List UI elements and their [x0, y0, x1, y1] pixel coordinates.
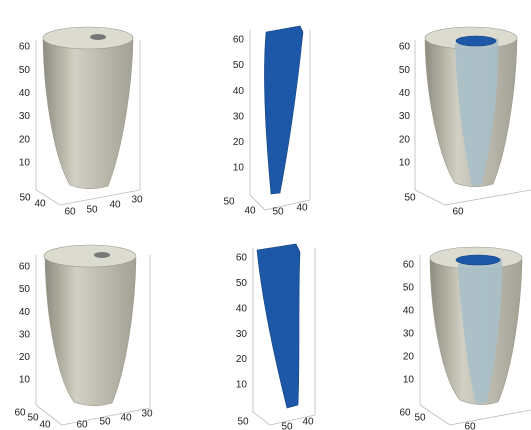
z-tick-label: 60 — [19, 262, 31, 273]
bottom-tick-label: 30 — [131, 195, 143, 206]
z-tick-label: 50 — [236, 278, 248, 289]
blue-top — [455, 35, 497, 47]
axis-box — [252, 248, 316, 426]
z-tick-label: 20 — [399, 134, 411, 145]
blue-top — [455, 254, 501, 266]
bottom-tick-label: 50 — [404, 193, 416, 204]
bottom-tick-label: 50 — [414, 413, 426, 424]
bottom-tick-label: 50 — [237, 417, 249, 428]
solid-shape — [44, 257, 137, 407]
z-tick-label: 40 — [19, 307, 31, 318]
z-tick-label: 50 — [403, 283, 415, 294]
z-tick-label: 10 — [399, 158, 411, 169]
cut-section — [455, 38, 499, 186]
axis-box — [35, 255, 151, 426]
z-tick-label: 30 — [236, 329, 248, 340]
z-tick-label: 60 — [403, 260, 415, 271]
z-tick-label: 20 — [403, 352, 415, 363]
axis-box — [419, 255, 531, 426]
bottom-tick-label: 30 — [141, 409, 153, 420]
z-tick-label: 20 — [236, 354, 248, 365]
bottom-tick-label: 60 — [399, 408, 411, 419]
bottom-tick-label: 40 — [244, 206, 256, 217]
solid-shape — [42, 39, 134, 190]
z-tick-label: 10 — [233, 163, 245, 174]
z-tick-label: 60 — [233, 35, 245, 46]
bottom-tick-label: 40 — [109, 200, 121, 211]
z-tick-label: 30 — [19, 329, 31, 340]
solid-top — [42, 26, 134, 50]
bottom-tick-label: 40 — [39, 420, 51, 430]
axis-box — [35, 40, 141, 206]
solid-top — [43, 244, 137, 268]
bottom-tick-label: 50 — [99, 417, 111, 428]
bottom-tick-label: 40 — [120, 413, 132, 424]
z-tick-label: 50 — [399, 65, 411, 76]
z-tick-label: 10 — [403, 375, 415, 386]
bottom-tick-label: 60 — [64, 207, 76, 218]
bottom-tick-label: 40 — [302, 417, 314, 428]
z-tick-label: 10 — [236, 380, 248, 391]
z-tick-label: 40 — [19, 88, 31, 99]
z-tick-label: 50 — [19, 284, 31, 295]
blue-shape — [264, 25, 304, 195]
bottom-tick-label: 50 — [281, 422, 293, 430]
bottom-tick-label: 40 — [34, 199, 46, 210]
bottom-tick-label: 50 — [27, 413, 39, 424]
bottom-tick-label: 40 — [296, 203, 308, 214]
z-tick-label: 40 — [236, 303, 248, 314]
z-tick-label: 10 — [19, 375, 31, 386]
bottom-tick-label: 60 — [76, 420, 88, 430]
z-tick-label: 60 — [399, 42, 411, 53]
z-tick-label: 50 — [19, 65, 31, 76]
axis-box — [249, 30, 311, 211]
z-tick-label: 10 — [19, 158, 31, 169]
bottom-tick-label: 50 — [86, 205, 98, 216]
bottom-tick-label: 50 — [223, 197, 235, 208]
z-tick-label: 30 — [403, 329, 415, 340]
z-tick-label: 40 — [403, 306, 415, 317]
z-tick-label: 20 — [19, 352, 31, 363]
z-tick-label: 40 — [399, 88, 411, 99]
z-tick-label: 20 — [233, 137, 245, 148]
z-tick-label: 50 — [233, 60, 245, 71]
z-tick-label: 60 — [236, 253, 248, 264]
blue-shape — [256, 243, 301, 409]
axis-box — [414, 40, 531, 206]
z-tick-label: 60 — [19, 42, 31, 53]
bottom-tick-label: 50 — [19, 193, 31, 204]
z-tick-label: 40 — [233, 86, 245, 97]
bottom-tick-label: 60 — [464, 422, 476, 430]
cut-section — [458, 258, 503, 404]
z-tick-label: 30 — [399, 111, 411, 122]
shapes — [35, 25, 531, 426]
hole — [90, 34, 106, 40]
z-tick-label: 30 — [19, 111, 31, 122]
bottom-tick-label: 50 — [272, 207, 284, 218]
bottom-tick-label: 60 — [452, 207, 464, 218]
bottom-tick-label: 60 — [14, 408, 26, 419]
z-tick-label: 30 — [233, 111, 245, 122]
z-tick-label: 20 — [19, 134, 31, 145]
hole — [94, 252, 110, 258]
